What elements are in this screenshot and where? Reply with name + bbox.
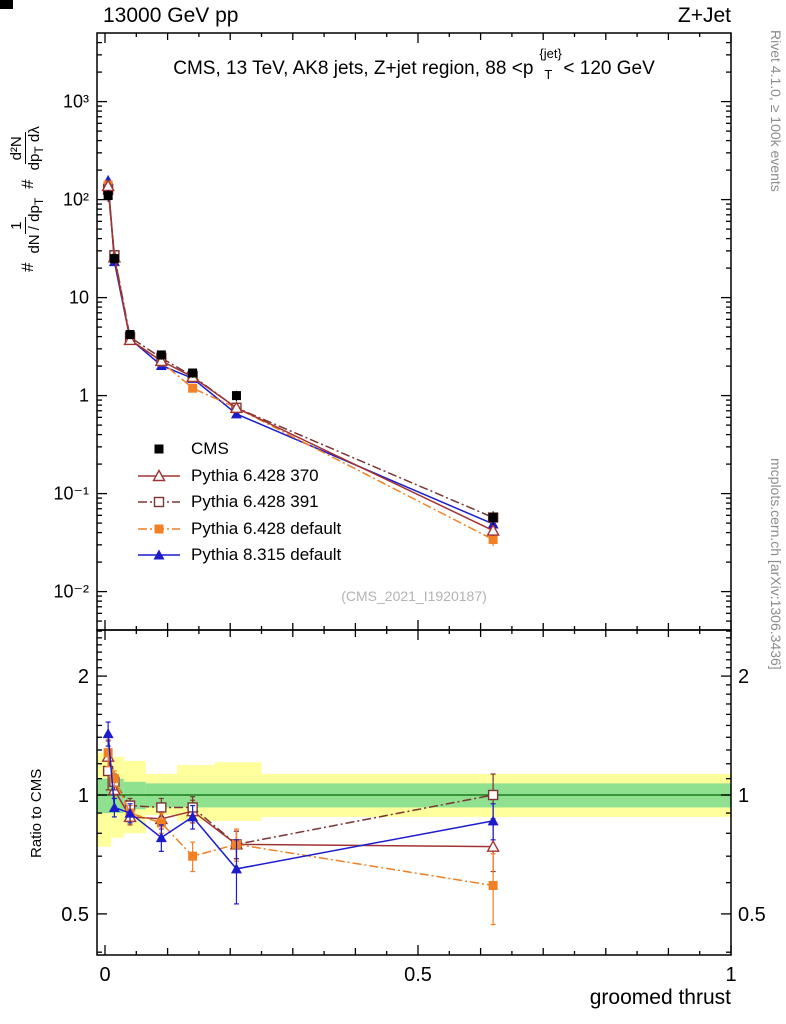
- square-filled-icon: [138, 524, 180, 534]
- ylabel-hash-1: #: [17, 262, 37, 272]
- panel-title-text: CMS, 13 TeV, AK8 jets, Z+jet region, 88 …: [173, 58, 534, 79]
- svg-text:10²: 10²: [63, 190, 89, 210]
- svg-text:2: 2: [738, 666, 749, 688]
- legend: CMS Pythia 6.428 370 Pythia 6.428 391 Pythi…: [136, 436, 341, 569]
- legend-item-pythia-6-428-370: Pythia 6.428 370: [136, 463, 341, 490]
- ylabel-fraction-2: d²N dpT dλ: [8, 126, 47, 171]
- y-axis-label-ratio: Ratio to CMS: [28, 768, 45, 858]
- svg-text:2: 2: [78, 666, 89, 688]
- main-series-layer: [101, 174, 500, 547]
- svg-text:0.5: 0.5: [738, 904, 766, 926]
- panel-title: CMS, 13 TeV, AK8 jets, Z+jet region, 88 …: [97, 46, 731, 82]
- x-axis-label: groomed thrust: [589, 986, 731, 1009]
- legend-label: Pythia 6.428 default: [191, 518, 342, 538]
- ratio-panel-frame: [96, 629, 732, 956]
- legend-label: Pythia 6.428 370: [191, 465, 319, 485]
- svg-text:1: 1: [78, 785, 89, 807]
- series-main-cms: [103, 190, 498, 525]
- legend-label: Pythia 6.428 391: [191, 492, 319, 512]
- svg-text:1: 1: [79, 386, 89, 406]
- process-label: Z+Jet: [677, 4, 731, 27]
- legend-label: Pythia 8.315 default: [191, 545, 342, 565]
- svg-text:0: 0: [99, 964, 110, 986]
- svg-text:1: 1: [725, 964, 736, 986]
- legend-item-pythia-8-315-default: Pythia 8.315 default: [136, 542, 341, 569]
- panel-title-text-end: < 120 GeV: [563, 58, 655, 79]
- mcplots-credit: mcplots.cern.ch [arXiv:1306.3436]: [768, 458, 784, 670]
- triangle-open-icon: [138, 468, 180, 481]
- svg-text:10⁻²: 10⁻²: [53, 582, 89, 602]
- legend-item-cms: CMS: [136, 436, 341, 463]
- triangle-filled-icon: [138, 549, 180, 560]
- pt-subscript: T: [544, 67, 553, 82]
- legend-item-pythia-6-428-default: Pythia 6.428 default: [136, 516, 341, 543]
- watermark: (CMS_2021_I1920187): [341, 588, 487, 604]
- square-open-icon: [138, 497, 180, 508]
- beam-energy-label: 13000 GeV pp: [103, 4, 239, 27]
- legend-label: CMS: [191, 439, 229, 459]
- tick-labels: 10³ 10² 10 1 10⁻¹ 10⁻² 2 2 1 1 0.5 0.5 0 0.5 1: [53, 92, 765, 986]
- square-filled-icon: [154, 444, 164, 454]
- y-axis-label-main: # 1 dN / dpT # d²N dpT dλ: [8, 0, 47, 272]
- svg-text:0.5: 0.5: [404, 964, 432, 986]
- rivet-version-note: Rivet 4.1.0, ≥ 100k events: [768, 30, 784, 192]
- series-ratio-pythia-8-315-default: [102, 721, 499, 905]
- svg-text:0.5: 0.5: [61, 904, 89, 926]
- axes-ticks: [97, 33, 732, 955]
- pt-jet-notation: {jet} T: [533, 46, 563, 82]
- svg-text:10⁻¹: 10⁻¹: [53, 484, 89, 504]
- svg-text:10: 10: [69, 288, 89, 308]
- ylabel-hash-2: #: [17, 179, 37, 189]
- svg-text:10³: 10³: [63, 92, 89, 112]
- svg-text:1: 1: [738, 785, 749, 807]
- pt-superscript: {jet}: [539, 46, 562, 61]
- legend-item-pythia-6-428-391: Pythia 6.428 391: [136, 489, 341, 516]
- corner-mark: [0, 0, 13, 9]
- ylabel-fraction-1: 1 dN / dpT: [8, 197, 47, 254]
- ratio-series-layer: [101, 721, 500, 926]
